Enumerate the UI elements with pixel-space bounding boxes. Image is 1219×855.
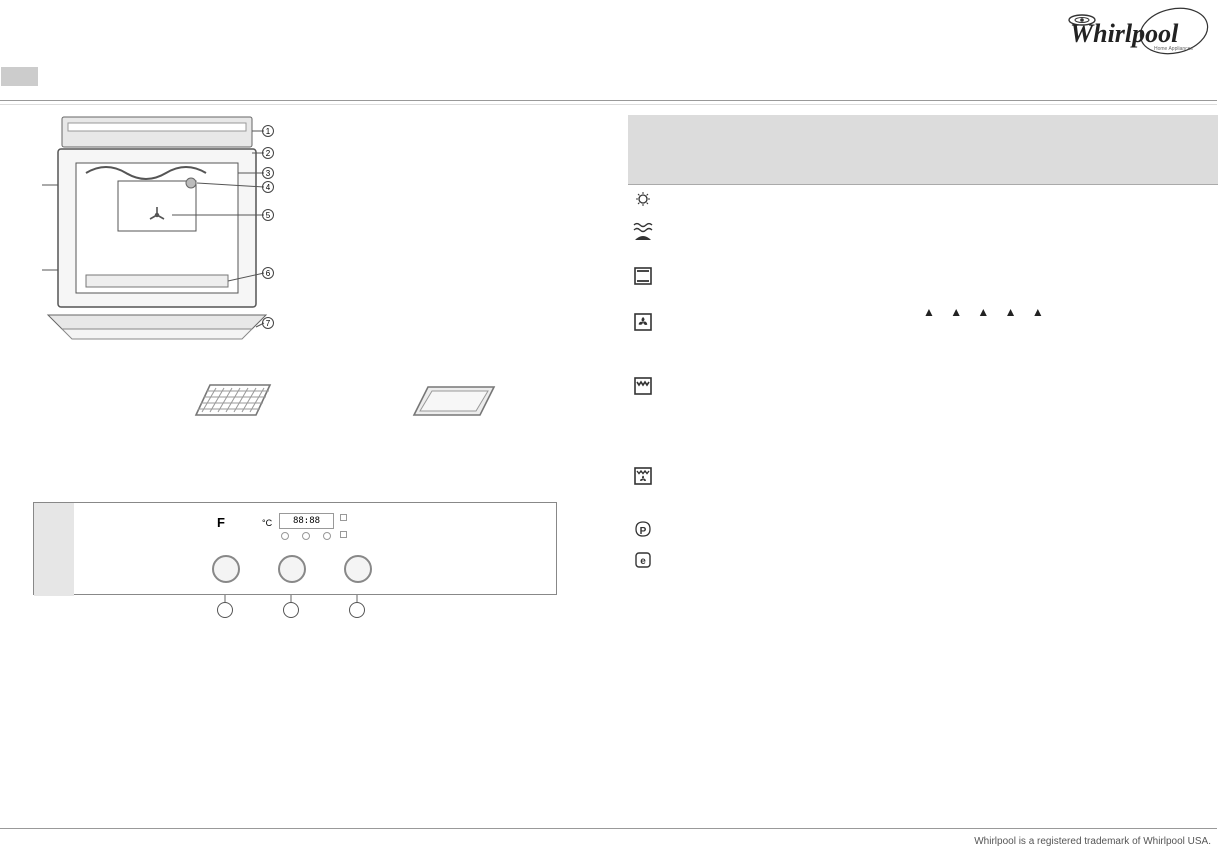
indicator-2 [340,531,347,538]
callout-6: 6 [262,267,274,279]
display-buttons [281,532,331,540]
divider-top-b [0,104,1217,105]
svg-text:e: e [640,556,646,567]
callout-7: 7 [262,317,274,329]
program-e-icon: e [632,551,654,569]
func-row-grill [628,371,1218,461]
digital-display: 88:88 [279,513,334,529]
control-panel: F °C 88:88 [33,502,557,595]
panel-callout-lines [210,595,380,607]
knob-timer[interactable] [278,555,306,583]
func-row-fan-grill [628,461,1218,515]
divider-footer [0,828,1217,829]
callout-2: 2 [262,147,274,159]
grill-icon [632,377,654,395]
language-badge [1,67,38,86]
func-row-conventional [628,261,1218,307]
conventional-icon [632,267,654,285]
svg-text:Whirlpool: Whirlpool [1070,19,1179,48]
fan-grill-icon [632,467,654,485]
control-panel-accent [34,503,74,596]
label-F: F [217,515,225,530]
footer-trademark: Whirlpool is a registered trademark of W… [974,836,1211,847]
triangle-markers: ▲ ▲ ▲ ▲ ▲ [923,305,1050,319]
fan-oven-icon [632,313,654,331]
svg-text:P: P [640,526,647,537]
callout-5: 5 [262,209,274,221]
label-degC: °C [262,518,272,528]
defrost-icon [632,221,654,243]
indicator-1 [340,514,347,521]
svg-text:Home Appliances: Home Appliances [1154,46,1193,52]
accessories [190,375,510,435]
oven-diagram: 1 2 3 4 5 6 7 [42,115,272,345]
divider-top-a [0,100,1217,101]
display-btn-2[interactable] [302,532,310,540]
knob-temperature[interactable] [344,555,372,583]
func-row-program-e: e [628,545,1218,575]
callout-3: 3 [262,167,274,179]
page-root: Whirlpool Home Appliances [0,0,1219,855]
callout-4: 4 [262,181,274,193]
display-btn-3[interactable] [323,532,331,540]
knob-function[interactable] [212,555,240,583]
func-row-defrost [628,215,1218,261]
functions-panel-header [628,115,1218,185]
func-row-lamp [628,185,1218,215]
func-row-program-p: P [628,515,1218,545]
display-btn-1[interactable] [281,532,289,540]
lamp-icon [632,191,654,209]
callout-1: 1 [262,125,274,137]
functions-panel: P e [628,115,1218,575]
program-p-icon: P [632,521,654,539]
brand-logo: Whirlpool Home Appliances [1066,6,1211,56]
